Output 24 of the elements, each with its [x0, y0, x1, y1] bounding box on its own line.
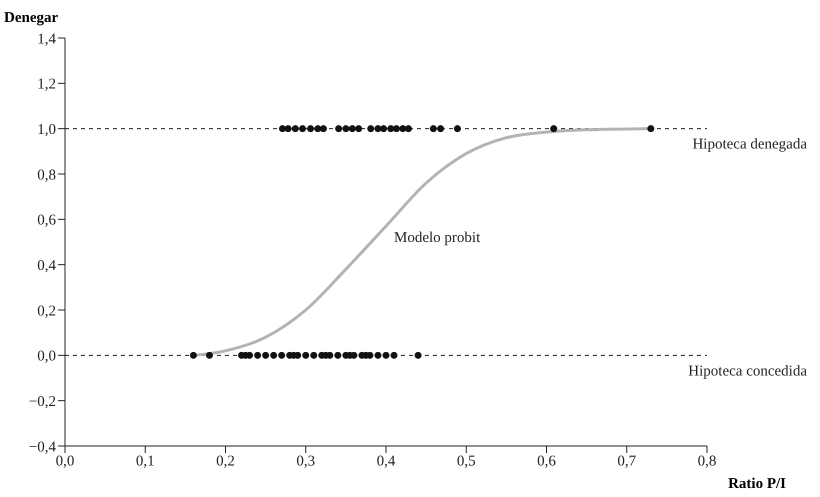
ref-line-label: Hipoteca concedida — [688, 363, 808, 380]
ref-line-label: Hipoteca denegada — [692, 136, 808, 153]
y-tick-label: 1,0 — [37, 122, 56, 138]
x-tick-label: 0,4 — [376, 454, 396, 470]
x-tick-label: 0,3 — [296, 454, 316, 470]
y-tick-label: 0,4 — [37, 258, 56, 274]
annotation: Modelo probit — [394, 230, 482, 246]
x-tick-label: 0,0 — [56, 454, 74, 470]
x-tick-label: 0,5 — [456, 454, 476, 470]
x-tick-label: 0,8 — [698, 454, 716, 470]
x-tick-label: 0,6 — [537, 454, 556, 470]
y-tick-label: 1,2 — [37, 76, 56, 93]
x-axis-title: Ratio P/I — [728, 476, 786, 493]
x-tick-label: 0,7 — [617, 454, 637, 470]
x-tick-label: 0,1 — [136, 454, 155, 470]
y-tick-label: 0,6 — [37, 212, 56, 229]
x-tick-label: 0,2 — [216, 454, 235, 470]
y-tick-label: 0,2 — [37, 303, 56, 320]
y-tick-label: −0,4 — [28, 439, 56, 456]
y-tick-label: 1,4 — [37, 31, 56, 48]
y-tick-label: 0,8 — [37, 167, 56, 184]
y-tick-label: −0,2 — [28, 394, 56, 410]
y-tick-label: 0,0 — [37, 348, 56, 365]
y-axis-title: Denegar — [4, 10, 58, 27]
